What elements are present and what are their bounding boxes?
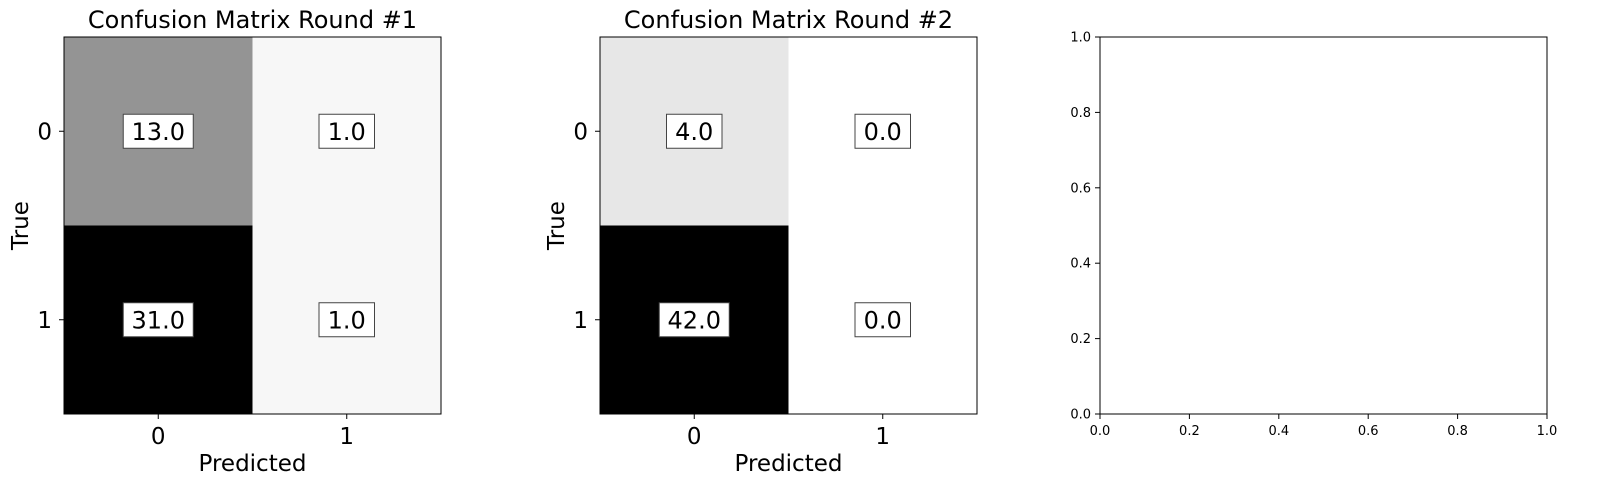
cell-value-box — [122, 302, 194, 338]
cell-value-box — [318, 113, 375, 149]
cell-value-label: 31.0 — [132, 306, 185, 334]
y-tick-label: 0.0 — [1070, 408, 1091, 423]
x-tick-label: 0.2 — [1179, 424, 1200, 439]
cell-value-box — [854, 302, 911, 338]
cell-value-box — [666, 113, 723, 149]
cell-value-label: 42.0 — [668, 306, 721, 334]
y-tick-label: 0.2 — [1070, 332, 1091, 347]
y-tick-label: 1.0 — [1070, 31, 1091, 46]
y-axis-label: True — [544, 201, 570, 251]
cell-value-label: 0.0 — [864, 306, 902, 334]
x-tick-label: 0.0 — [1090, 424, 1111, 439]
x-tick-label: 1 — [875, 424, 890, 450]
chart-title: Confusion Matrix Round #1 — [88, 6, 417, 34]
axes-frame — [599, 36, 978, 415]
x-tick-label: 0.8 — [1447, 424, 1468, 439]
cell-value-box — [122, 113, 194, 149]
x-tick-label: 0 — [687, 424, 702, 450]
x-tick-label: 0 — [151, 424, 166, 450]
cell-value-box — [318, 302, 375, 338]
cell-value-box — [854, 113, 911, 149]
y-tick-label: 0.4 — [1070, 257, 1091, 272]
x-axis-label: Predicted — [735, 451, 843, 477]
chart-title: Confusion Matrix Round #2 — [624, 6, 953, 34]
y-tick-label: 0 — [37, 119, 52, 145]
axes-frame — [63, 36, 442, 415]
x-tick-label: 0.4 — [1268, 424, 1289, 439]
y-tick-label: 0 — [573, 119, 588, 145]
cell-value-label: 13.0 — [132, 118, 185, 146]
cell-value-box — [658, 302, 730, 338]
y-tick-label: 0.8 — [1070, 106, 1091, 121]
x-tick-label: 1.0 — [1537, 424, 1558, 439]
cell-value-label: 1.0 — [328, 306, 366, 334]
empty-axes-frame — [1099, 36, 1548, 415]
cell-value-label: 0.0 — [864, 118, 902, 146]
cell-value-label: 4.0 — [675, 118, 713, 146]
y-tick-label: 0.6 — [1070, 181, 1091, 196]
y-tick-label: 1 — [573, 308, 588, 334]
cell-value-label: 1.0 — [328, 118, 366, 146]
x-axis-label: Predicted — [199, 451, 307, 477]
x-tick-label: 0.6 — [1358, 424, 1379, 439]
x-tick-label: 1 — [339, 424, 354, 450]
y-axis-label: True — [8, 201, 34, 251]
y-tick-label: 1 — [37, 308, 52, 334]
